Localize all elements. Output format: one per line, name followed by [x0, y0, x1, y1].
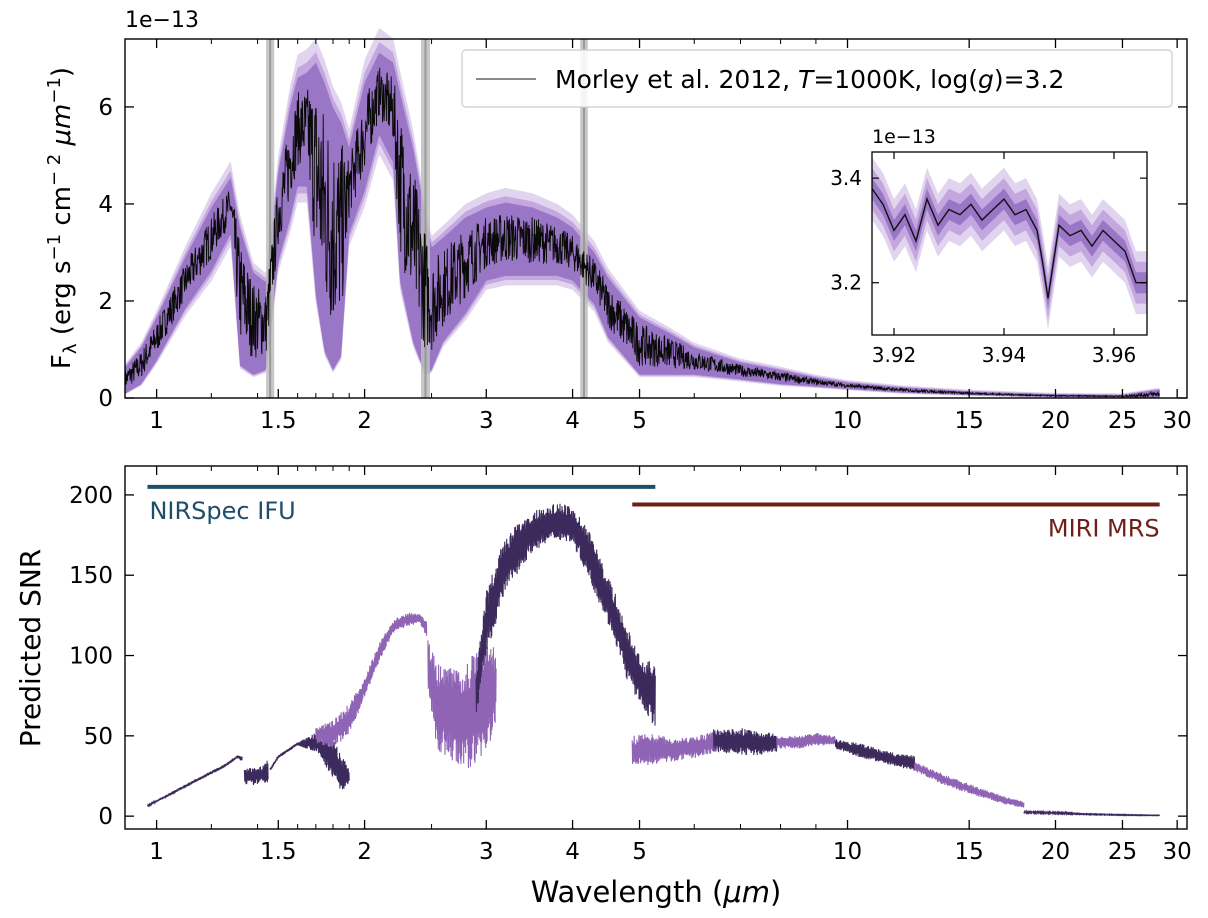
x-tick-label: 20 — [1041, 839, 1070, 865]
x-tick-label: 2 — [357, 839, 372, 865]
inset-offset-text: 1e−13 — [872, 126, 936, 148]
x-tick-label: 3 — [479, 839, 494, 865]
snr-segment-0 — [148, 756, 243, 807]
x-tick-label: 4 — [565, 839, 580, 865]
y-tick-label: 50 — [84, 724, 113, 750]
snr-segment-11 — [1024, 811, 1160, 815]
x-tick-label: 3 — [479, 408, 494, 434]
x-tick-label: 30 — [1163, 839, 1192, 865]
spectrum-panel: 1 1.5 2 3 4 5 10 15 20 25 30 0 2 4 6 1e−13 Fλ (erg s−… — [44, 8, 1192, 434]
x-tick-label: 15 — [955, 408, 984, 434]
x-tick-label: 1 — [149, 839, 164, 865]
x-tick-label: 5 — [632, 839, 647, 865]
inset-x-tick-label: 3.92 — [872, 343, 917, 367]
y-tick-label: 0 — [98, 804, 113, 830]
y-tick-label: 150 — [69, 563, 113, 589]
snr-series — [148, 504, 1160, 816]
spectrum-offset-text: 1e−13 — [125, 8, 199, 33]
snr-segment-9 — [835, 739, 914, 770]
instrument-coverage: NIRSpec IFU MIRI MRS — [147, 487, 1159, 543]
snr-segment-7 — [714, 728, 777, 755]
x-tick-label: 2 — [357, 408, 372, 434]
snr-x-ticks: 1 1.5 2 3 4 5 10 15 20 25 30 — [125, 466, 1192, 865]
snr-segment-10 — [915, 763, 1024, 808]
snr-x-label: Wavelength (μm) — [531, 875, 782, 909]
spectrum-legend: Morley et al. 2012, T=1000K, log(g)=3.2 — [462, 50, 1172, 107]
x-tick-label: 30 — [1163, 408, 1192, 434]
x-tick-label: 10 — [833, 839, 862, 865]
x-tick-label: 5 — [632, 408, 647, 434]
x-tick-label: 25 — [1108, 839, 1137, 865]
legend-label: Morley et al. 2012, T=1000K, log(g)=3.2 — [555, 65, 1064, 94]
x-tick-label: 4 — [565, 408, 580, 434]
x-tick-label: 1.5 — [260, 839, 297, 865]
snr-segment-4 — [428, 640, 496, 768]
x-tick-label: 20 — [1041, 408, 1070, 434]
instrument-label-0: NIRSpec IFU — [149, 497, 295, 525]
inset-y-tick-label: 3.4 — [830, 166, 862, 190]
snr-segment-3 — [316, 613, 427, 747]
x-tick-label: 1.5 — [260, 408, 297, 434]
snr-segment-5 — [476, 504, 655, 726]
snr-segment-8 — [777, 733, 836, 749]
y-tick-label: 0 — [98, 386, 113, 412]
y-tick-label: 2 — [98, 289, 113, 315]
snr-segment-1 — [244, 761, 268, 785]
snr-y-label: Predicted SNR — [14, 549, 47, 748]
x-tick-label: 10 — [833, 408, 862, 434]
inset-x-tick-label: 3.94 — [982, 343, 1027, 367]
snr-panel: NIRSpec IFU MIRI MRS 1 1.5 2 3 4 5 10 15 20 25 30 0… — [14, 466, 1192, 909]
snr-segment-6 — [632, 732, 718, 765]
zoom-inset: 3.92 3.94 3.96 3.2 3.4 1e−13 — [830, 126, 1147, 367]
inset-y-tick-label: 3.2 — [830, 271, 862, 295]
y-tick-label: 200 — [69, 483, 113, 509]
gap-band-center — [269, 39, 271, 398]
inset-x-tick-label: 3.96 — [1092, 343, 1137, 367]
y-tick-label: 6 — [98, 95, 113, 121]
y-tick-label: 4 — [98, 192, 113, 218]
x-tick-label: 15 — [955, 839, 984, 865]
y-tick-label: 100 — [69, 644, 113, 670]
x-tick-label: 25 — [1108, 408, 1137, 434]
x-tick-label: 1 — [149, 408, 164, 434]
instrument-label-1: MIRI MRS — [1048, 515, 1160, 543]
spectrum-y-label: Fλ (erg s−1 cm− 2 μm−1) — [44, 67, 81, 369]
